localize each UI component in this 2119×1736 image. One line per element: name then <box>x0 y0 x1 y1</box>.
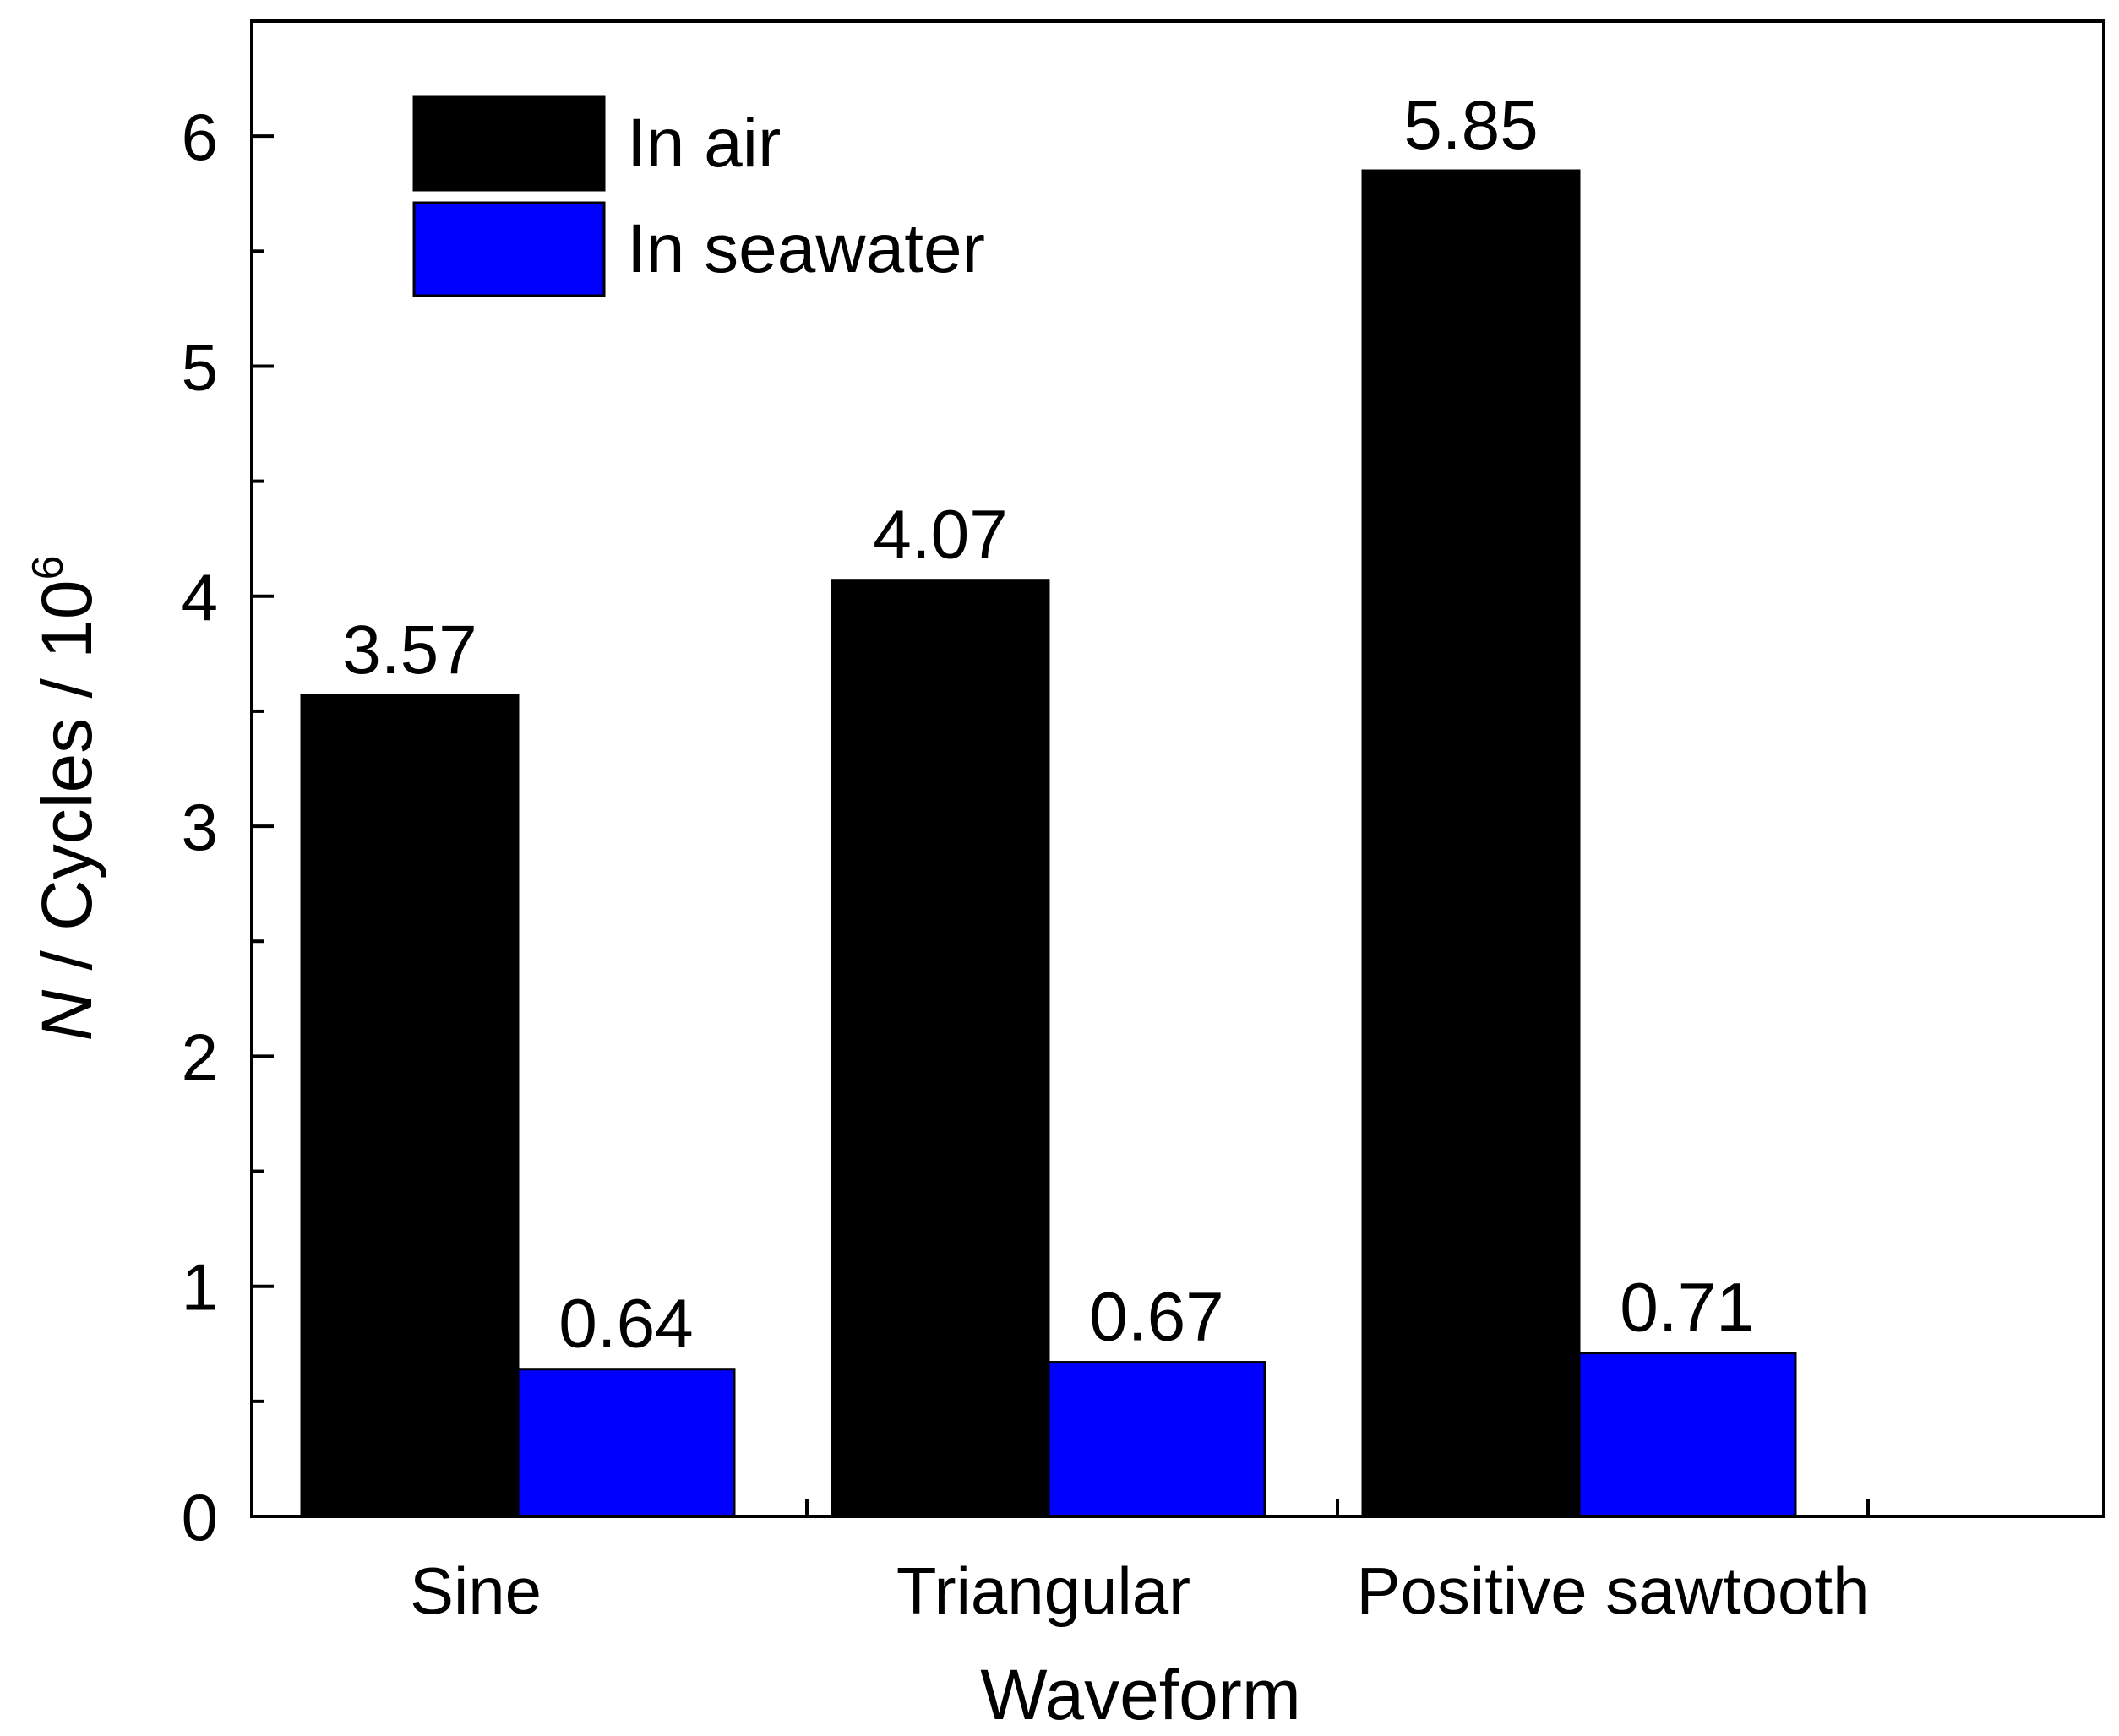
legend-label-in-seawater: In seawater <box>627 210 985 287</box>
data-label-positive-sawtooth-in-seawater: 0.71 <box>1620 1270 1755 1347</box>
legend-swatch-in-air <box>412 95 606 192</box>
plot-frame <box>250 19 2105 1518</box>
y-tick-label: 6 <box>182 100 218 174</box>
x-tick-label-positive-sawtooth: Positive sawtooth <box>1357 1554 1870 1628</box>
data-label-positive-sawtooth-in-air: 5.85 <box>1403 87 1539 164</box>
axes-group <box>250 19 2105 1518</box>
data-label-triangular-in-seawater: 0.67 <box>1089 1279 1224 1356</box>
y-tick-label: 0 <box>182 1480 218 1554</box>
y-axis-title: N / Cycles / 106 <box>24 555 106 1041</box>
x-tick-label-triangular: Triangular <box>896 1554 1190 1628</box>
data-label-sine-in-air: 3.57 <box>342 612 477 688</box>
legend: In air In seawater <box>412 95 985 297</box>
bar-positive-sawtooth-in-seawater <box>1577 1352 1797 1518</box>
y-axis-ticks: 0 1 2 3 4 5 6 <box>182 100 274 1554</box>
x-axis-ticks: Sine Triangular Positive sawtooth <box>410 1499 1870 1628</box>
y-tick-label: 3 <box>182 790 218 864</box>
bar-sine-in-air <box>300 694 520 1518</box>
y-tick-label: 4 <box>182 560 218 634</box>
data-label-sine-in-seawater: 0.64 <box>558 1286 694 1363</box>
y-tick-label: 1 <box>182 1250 218 1325</box>
y-axis-title-exponent: 6 <box>24 555 73 580</box>
y-tick-label: 2 <box>182 1020 218 1094</box>
y-axis-title-unit: / Cycles / 10 <box>27 580 106 990</box>
data-labels-group: 3.57 0.64 4.07 0.67 5.85 0.71 <box>342 87 1755 1363</box>
legend-label-in-air: In air <box>627 105 781 182</box>
bar-positive-sawtooth-in-air <box>1361 169 1581 1518</box>
bar-triangular-in-air <box>831 579 1050 1518</box>
legend-swatch-in-seawater <box>412 201 606 297</box>
x-tick-label-sine: Sine <box>410 1554 542 1628</box>
bars-group <box>300 169 1797 1518</box>
y-tick-label: 5 <box>182 329 218 404</box>
x-axis-title: Waveform <box>980 1655 1301 1734</box>
bar-sine-in-seawater <box>516 1368 736 1518</box>
data-label-triangular-in-air: 4.07 <box>873 497 1008 574</box>
y-axis-title-symbol: N <box>27 990 106 1042</box>
bar-triangular-in-seawater <box>1047 1361 1266 1518</box>
